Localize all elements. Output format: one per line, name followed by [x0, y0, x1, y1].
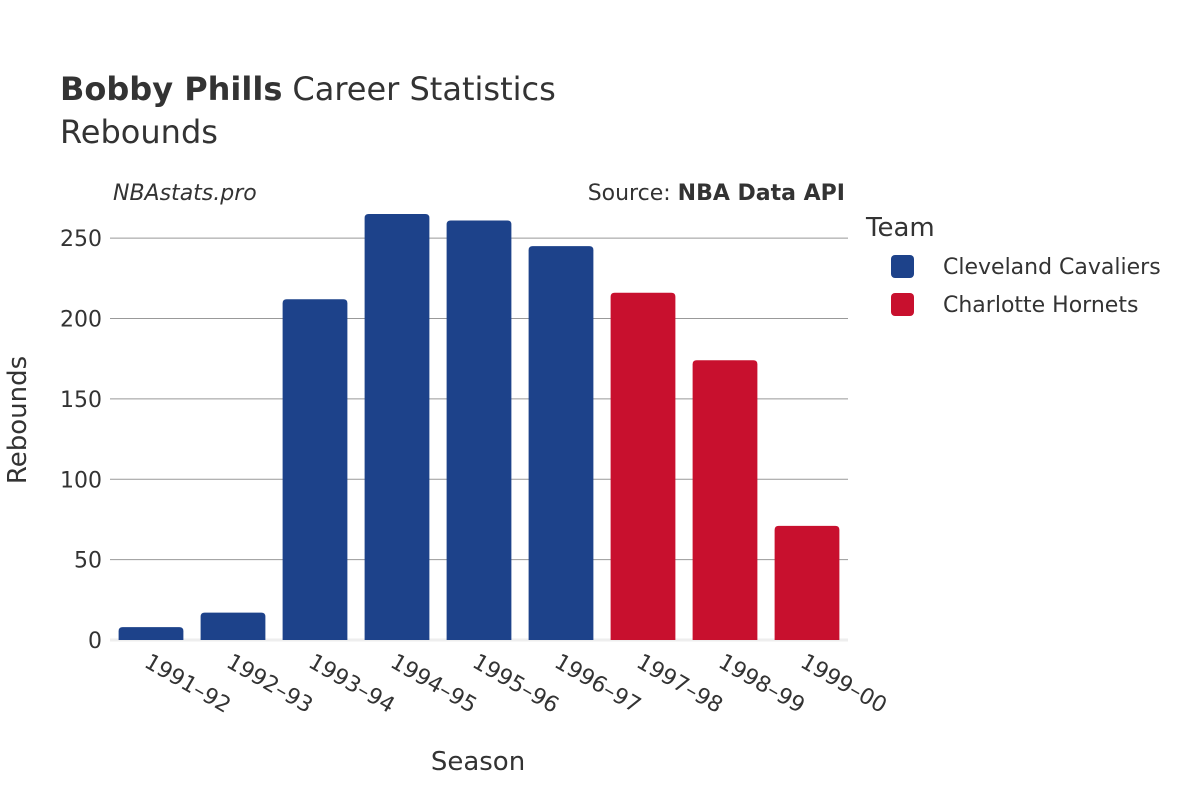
x-tick-label: 1999–00 [796, 650, 891, 719]
legend-label-charlotte-hornets: Charlotte Hornets [943, 293, 1138, 318]
legend-swatch-cleveland-cavaliers [891, 255, 914, 278]
x-axis-ticks: 1991–921992–931993–941994–951995–961996–… [140, 650, 891, 719]
y-tick-label: 100 [60, 468, 102, 493]
y-tick-label: 0 [88, 629, 102, 654]
chart-subtitle: Rebounds [60, 113, 218, 151]
chart-title: Bobby Phills Career Statistics [60, 70, 556, 108]
x-tick-label: 1991–92 [140, 650, 235, 719]
x-tick-label: 1996–97 [550, 650, 645, 719]
y-tick-label: 250 [60, 227, 102, 252]
watermark: NBAstats.pro [113, 181, 257, 206]
x-tick-label: 1997–98 [632, 650, 727, 719]
source-name: NBA Data API [678, 181, 845, 206]
legend: Team Cleveland Cavaliers Charlotte Hornet… [865, 213, 1161, 318]
source-prefix: Source: [588, 181, 678, 206]
chart-title-player: Bobby Phills [60, 70, 282, 108]
bar-cleveland-cavaliers-1995–96 [446, 220, 512, 640]
x-tick-label: 1995–96 [468, 650, 563, 719]
y-tick-label: 150 [60, 388, 102, 413]
x-tick-label: 1993–94 [304, 650, 399, 719]
bar-cleveland-cavaliers-1996–97 [528, 246, 594, 640]
y-tick-label: 200 [60, 308, 102, 333]
bar-cleveland-cavaliers-1991–92 [118, 627, 184, 640]
source-note: Source: NBA Data API [588, 181, 845, 206]
y-axis-title: Rebounds [3, 356, 33, 484]
bar-charlotte-hornets-1998–99 [692, 360, 758, 640]
bar-cleveland-cavaliers-1992–93 [200, 612, 266, 640]
bar-cleveland-cavaliers-1994–95 [364, 214, 430, 640]
legend-swatch-charlotte-hornets [891, 293, 914, 316]
x-tick-label: 1994–95 [386, 650, 481, 719]
x-tick-label: 1998–99 [714, 650, 809, 719]
y-tick-label: 50 [74, 549, 102, 574]
x-tick-label: 1992–93 [222, 650, 317, 719]
bar-charlotte-hornets-1999–00 [774, 525, 840, 640]
bar-charlotte-hornets-1997–98 [610, 292, 676, 640]
y-axis-ticks: 0 50 100 150 200 250 [60, 227, 102, 654]
bar-cleveland-cavaliers-1993–94 [282, 299, 348, 640]
legend-title: Team [865, 213, 935, 243]
chart-title-rest: Career Statistics [292, 70, 555, 108]
x-axis-title: Season [431, 747, 525, 777]
bars [118, 214, 840, 640]
legend-label-cleveland-cavaliers: Cleveland Cavaliers [943, 255, 1161, 280]
